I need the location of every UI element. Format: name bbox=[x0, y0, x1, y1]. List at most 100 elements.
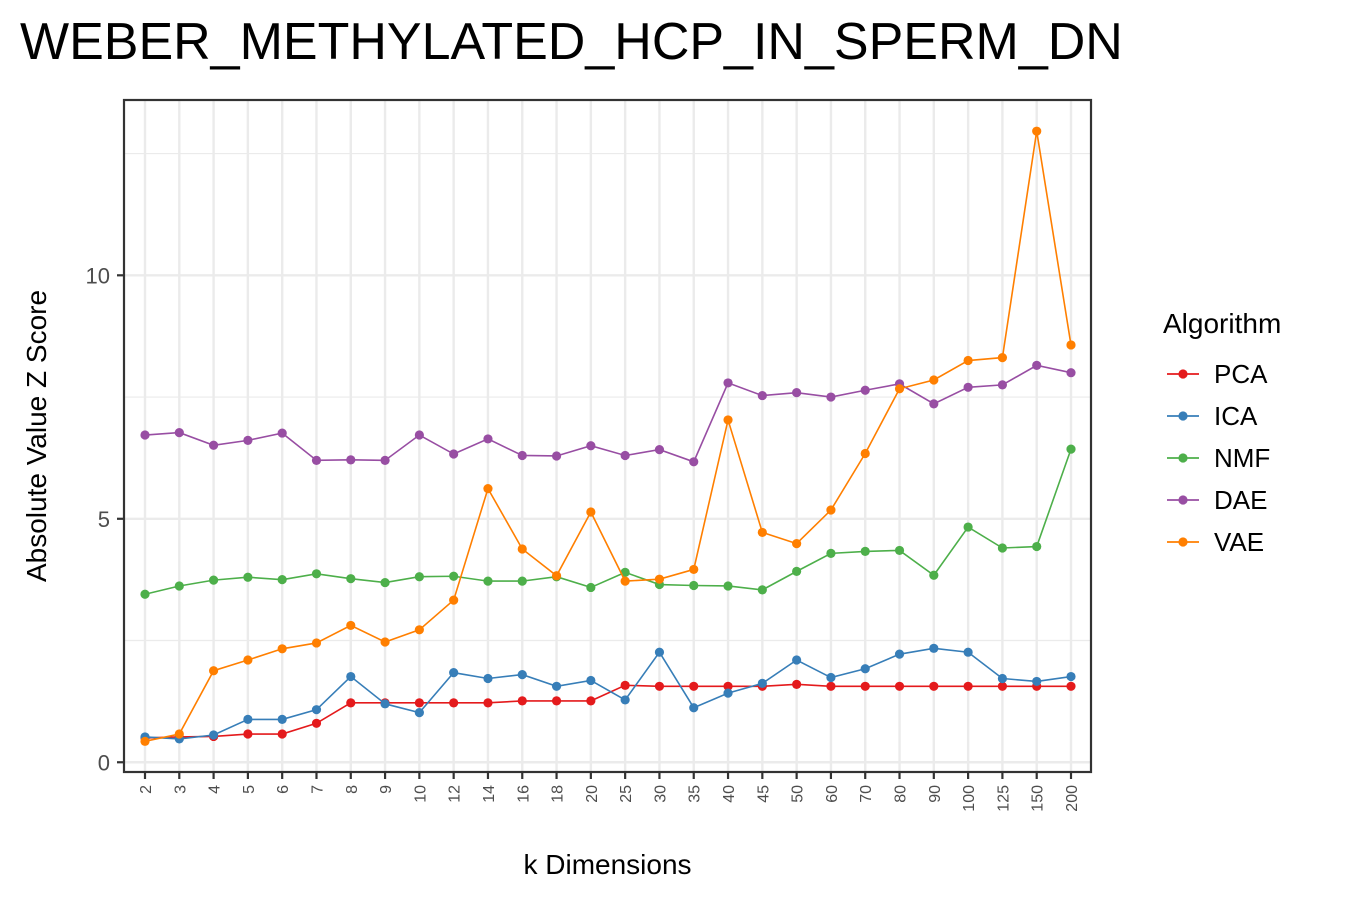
legend-title: Algorithm bbox=[1163, 308, 1281, 339]
data-point bbox=[963, 681, 973, 691]
data-point bbox=[277, 714, 287, 725]
series-lines bbox=[140, 126, 1076, 746]
data-point bbox=[277, 575, 287, 585]
x-tick-label: 20 bbox=[584, 785, 601, 803]
legend-label: PCA bbox=[1214, 359, 1268, 389]
data-point bbox=[792, 539, 802, 549]
series-ica bbox=[140, 643, 1076, 744]
data-point bbox=[551, 681, 562, 691]
x-tick-label: 90 bbox=[927, 785, 944, 803]
x-tick-label: 150 bbox=[1030, 785, 1047, 812]
data-point bbox=[689, 681, 699, 691]
data-point bbox=[551, 696, 562, 706]
data-point bbox=[140, 589, 150, 599]
data-point bbox=[174, 729, 184, 739]
plot-panel-border bbox=[122, 98, 1093, 774]
legend-label: DAE bbox=[1214, 485, 1267, 515]
data-point bbox=[346, 455, 356, 465]
data-point bbox=[586, 675, 596, 686]
legend-point-swatch bbox=[1178, 495, 1188, 505]
data-point bbox=[517, 670, 527, 680]
data-point bbox=[620, 695, 630, 705]
data-point bbox=[243, 572, 253, 582]
legend-point-swatch bbox=[1178, 369, 1188, 379]
data-point bbox=[174, 581, 184, 591]
data-point bbox=[929, 375, 939, 385]
data-point bbox=[929, 399, 939, 409]
data-point bbox=[757, 585, 767, 595]
data-point bbox=[792, 655, 802, 665]
x-axis-label: k Dimensions bbox=[523, 849, 691, 880]
x-tick-label: 2 bbox=[138, 785, 155, 794]
data-point bbox=[826, 392, 836, 402]
series-line-pca bbox=[144, 683, 1071, 739]
legend-point-swatch bbox=[1178, 453, 1188, 463]
x-tick-label: 200 bbox=[1064, 785, 1081, 812]
data-point bbox=[243, 729, 253, 739]
data-point bbox=[586, 507, 596, 517]
data-point bbox=[963, 647, 973, 657]
data-point bbox=[826, 505, 836, 515]
data-point bbox=[792, 566, 802, 576]
x-tick-label: 60 bbox=[824, 785, 841, 803]
data-point bbox=[929, 570, 939, 580]
data-point bbox=[997, 353, 1008, 363]
legend-item-pca: PCA bbox=[1167, 359, 1268, 389]
data-point bbox=[689, 457, 699, 467]
data-point bbox=[586, 441, 596, 451]
series-line-ica bbox=[144, 647, 1072, 740]
data-point bbox=[963, 382, 973, 392]
legend-item-dae: DAE bbox=[1167, 485, 1267, 515]
data-point bbox=[414, 430, 424, 440]
data-point bbox=[826, 548, 836, 558]
x-tick-label: 30 bbox=[652, 785, 669, 803]
data-point bbox=[380, 455, 390, 465]
data-point bbox=[208, 666, 219, 676]
data-point bbox=[1066, 368, 1076, 378]
x-tick-label: 14 bbox=[481, 785, 498, 803]
data-point bbox=[277, 729, 287, 739]
data-point bbox=[757, 678, 767, 688]
data-point bbox=[1032, 126, 1042, 136]
data-point bbox=[483, 483, 493, 494]
data-point bbox=[997, 380, 1008, 390]
data-point bbox=[963, 522, 973, 532]
data-point bbox=[277, 428, 287, 438]
data-point bbox=[380, 699, 390, 709]
data-point bbox=[997, 681, 1008, 691]
data-point bbox=[483, 673, 493, 684]
chart-title: WEBER_METHYLATED_HCP_IN_SPERM_DN bbox=[20, 13, 1123, 71]
data-point bbox=[1066, 444, 1076, 454]
data-point bbox=[894, 681, 905, 691]
data-point bbox=[997, 673, 1008, 684]
data-point bbox=[860, 385, 870, 395]
data-point bbox=[551, 451, 562, 461]
data-point bbox=[620, 567, 630, 577]
data-point bbox=[243, 435, 253, 445]
data-point bbox=[174, 427, 184, 438]
data-point bbox=[723, 415, 733, 425]
data-point bbox=[620, 576, 630, 586]
data-point bbox=[929, 681, 939, 691]
data-point bbox=[894, 545, 905, 556]
x-tick-label: 45 bbox=[755, 785, 772, 803]
series-vae bbox=[140, 126, 1076, 746]
data-point bbox=[792, 679, 802, 689]
data-point bbox=[689, 564, 699, 575]
data-point bbox=[689, 703, 699, 713]
data-point bbox=[311, 705, 322, 715]
data-point bbox=[963, 355, 973, 366]
data-point bbox=[586, 582, 596, 593]
data-point bbox=[860, 681, 870, 691]
series-dae bbox=[140, 360, 1076, 467]
data-point bbox=[929, 643, 939, 653]
legend-label: ICA bbox=[1214, 401, 1258, 431]
data-point bbox=[483, 576, 493, 586]
y-tick-label: 10 bbox=[86, 263, 110, 288]
data-point bbox=[311, 569, 322, 579]
legend-item-nmf: NMF bbox=[1167, 443, 1270, 473]
data-point bbox=[346, 671, 356, 682]
legend-point-swatch bbox=[1178, 411, 1188, 421]
x-tick-label: 70 bbox=[858, 785, 875, 803]
